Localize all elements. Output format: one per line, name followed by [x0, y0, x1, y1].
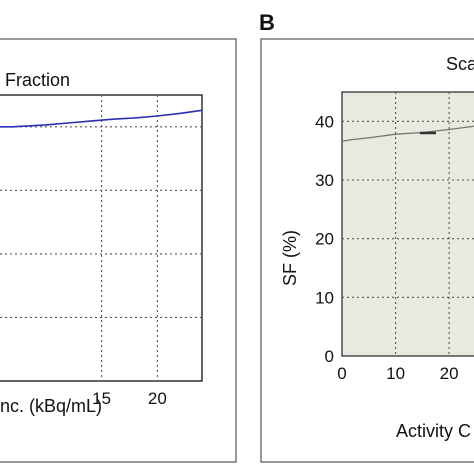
panel-b-y-tick-label: 30	[315, 171, 334, 190]
panel-b-plot-background	[342, 92, 474, 356]
panel-b-y-tick-label: 10	[315, 288, 334, 307]
panel-b-y-tick-label: 0	[325, 347, 334, 366]
panel-b-series	[341, 125, 474, 142]
panel-b-grid	[342, 92, 474, 356]
panel-b-x-tick-label: 0	[337, 364, 346, 383]
panel-b-title: Sca	[446, 54, 474, 74]
panel-b-tick-labels: 0 10 20 0 10 20 30 40	[315, 112, 459, 383]
panel-b-frame	[260, 38, 474, 463]
panel-a-x-tick-label: 15	[92, 389, 111, 408]
panel-b-ylabel: SF (%)	[280, 230, 300, 286]
panel-a-xlabel: nc. (kBq/mL)	[0, 396, 102, 416]
panel-a-series	[0, 109, 203, 128]
panel-b-y-tick-label: 40	[315, 112, 334, 131]
panel-a-plot-area	[0, 94, 203, 382]
panel-b-x-tick-label: 20	[440, 364, 459, 383]
panel-b-series-line	[341, 125, 474, 142]
panel-a-series-line	[0, 109, 203, 128]
panel-a-frame	[0, 38, 237, 463]
panel-b-y-tick-label: 20	[315, 230, 334, 249]
panel-a-title: Fraction	[5, 70, 70, 90]
panel-a-tick-labels: 15 20	[92, 389, 167, 408]
panel-b-xlabel: Activity C	[396, 421, 471, 441]
panel-a-x-tick-label: 20	[148, 389, 167, 408]
panel-b-label: B	[259, 10, 275, 35]
panel-b-x-tick-label: 10	[386, 364, 405, 383]
panel-b-plot-area	[341, 91, 474, 357]
